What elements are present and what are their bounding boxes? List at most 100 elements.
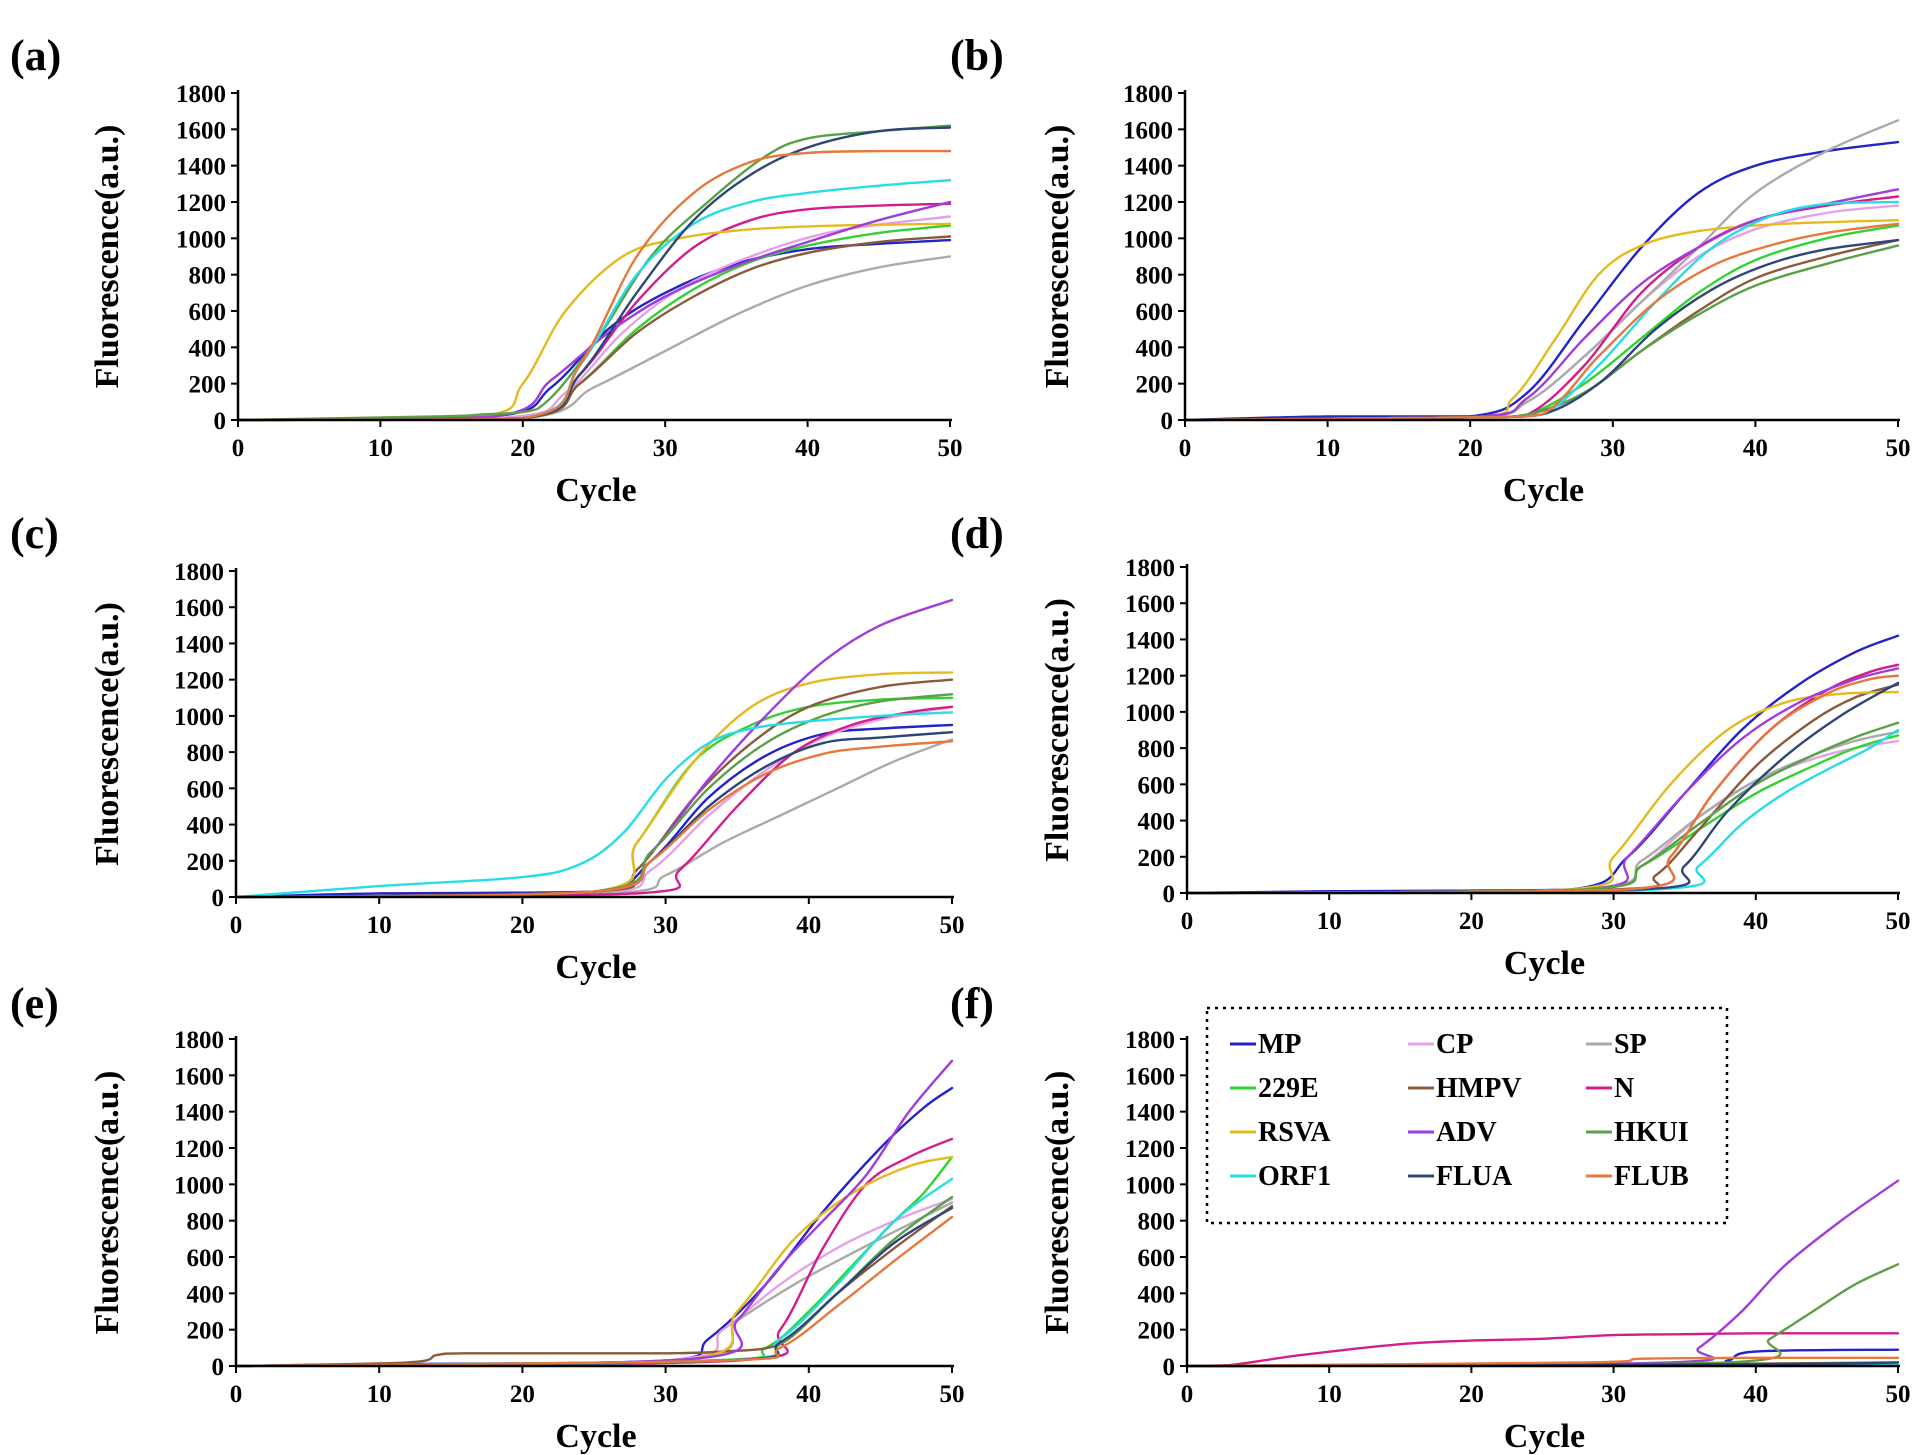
series-lines [234, 1059, 954, 1368]
y-tick-label: 1800 [174, 1027, 224, 1054]
x-tick-label: 20 [510, 912, 535, 939]
y-tick-label: 800 [187, 740, 225, 767]
y-tick-label: 1200 [174, 668, 224, 695]
y-tick-label: 200 [187, 1318, 225, 1345]
x-tick-label: 0 [230, 1381, 243, 1408]
x-tick-label: 40 [796, 912, 821, 939]
series-line-hkui [234, 693, 954, 899]
series-line-adv [1185, 667, 1900, 895]
x-axis-title: Cycle [1504, 1418, 1585, 1455]
panel-label: (e) [10, 979, 59, 1028]
y-tick-label: 1000 [174, 704, 224, 731]
y-tick-label: 1800 [1125, 1027, 1175, 1054]
panel-f: (f) 0 200 400 600 800 1000 1200 1400 1600 1800 0 10 2… [950, 979, 1911, 1455]
x-axis-title: Cycle [555, 1418, 636, 1455]
panel-label: (d) [950, 509, 1004, 558]
legend-item-flua: FLUA [1408, 1161, 1513, 1192]
series-line-orf1 [1185, 728, 1900, 895]
y-tick-label: 1600 [1123, 117, 1173, 144]
x-tick-label: 30 [653, 435, 678, 462]
y-tick-label: 800 [1138, 1209, 1176, 1236]
series-line-hmpv [236, 235, 952, 422]
panel-b: (b) 0 200 400 600 800 1000 1200 1400 1600 1800 0 10 2… [950, 31, 1911, 509]
y-tick-label: 400 [1138, 1281, 1176, 1308]
series-line-rsva [236, 222, 952, 422]
y-tick-label: 200 [189, 372, 227, 399]
y-tick-label: 1800 [1123, 81, 1173, 108]
y-tick-label: 1000 [174, 1172, 224, 1199]
series-line-229e [1185, 734, 1900, 895]
legend-label: SP [1614, 1029, 1647, 1060]
series-line-n [1185, 663, 1900, 895]
legend-box [1205, 1006, 1729, 1225]
series-line-cp [1183, 204, 1900, 422]
x-tick-label: 40 [795, 435, 820, 462]
y-tick-label: 1000 [1125, 1172, 1175, 1199]
x-tick-label: 50 [940, 912, 965, 939]
series-line-hmpv [234, 678, 954, 899]
y-tick-label: 1200 [1123, 190, 1173, 217]
x-tick-label: 0 [1181, 1381, 1194, 1408]
series-line-rsva [1183, 219, 1900, 422]
x-tick-label: 20 [1459, 1381, 1484, 1408]
legend-item-229e: 229E [1230, 1073, 1319, 1104]
legend-label: HKUI [1614, 1117, 1689, 1148]
series-line-hkui [234, 1195, 954, 1368]
x-tick-label: 50 [1886, 435, 1911, 462]
panel-label: (c) [10, 509, 59, 558]
y-tick-label: 800 [189, 263, 227, 290]
panel-c: (c) 0 200 400 600 800 1000 1200 1400 1600 1800 0 10 2… [10, 509, 965, 986]
x-tick-label: 30 [653, 1381, 678, 1408]
series-line-n [234, 705, 954, 899]
y-tick-label: 1400 [174, 1100, 224, 1127]
x-tick-label: 10 [1315, 435, 1340, 462]
series-line-flub [1185, 674, 1900, 895]
y-axis-title: Fluorescence(a.u.) [89, 1071, 126, 1335]
y-tick-label: 200 [187, 849, 225, 876]
y-tick-label: 0 [212, 885, 225, 912]
series-line-flub [234, 1215, 954, 1368]
y-tick-label: 1400 [176, 154, 226, 181]
series-lines [236, 124, 952, 422]
x-tick-label: 30 [1600, 435, 1625, 462]
y-tick-label: 0 [214, 408, 227, 435]
series-line-cp [234, 1197, 954, 1368]
x-tick-label: 10 [368, 435, 393, 462]
panel-label: (a) [10, 31, 61, 80]
x-tick-label: 20 [1459, 908, 1484, 935]
legend-item-hmpv: HMPV [1408, 1073, 1522, 1104]
series-line-hkui [236, 124, 952, 422]
series-line-orf1 [234, 711, 954, 899]
y-tick-label: 200 [1138, 1318, 1176, 1345]
series-line-229e [1183, 224, 1900, 422]
x-tick-label: 0 [1181, 908, 1194, 935]
x-tick-label: 10 [1317, 1381, 1342, 1408]
series-line-sp [234, 1201, 954, 1368]
series-lines [1185, 634, 1900, 895]
y-tick-label: 1800 [176, 81, 226, 108]
y-tick-label: 600 [1136, 299, 1174, 326]
y-tick-label: 800 [187, 1209, 225, 1236]
y-tick-label: 1000 [1125, 700, 1175, 727]
legend-item-sp: SP [1586, 1029, 1647, 1060]
x-axis-title: Cycle [1504, 945, 1585, 982]
x-axis-title: Cycle [555, 472, 636, 509]
y-tick-label: 600 [187, 776, 225, 803]
y-tick-label: 1200 [1125, 1136, 1175, 1163]
y-tick-label: 1400 [1123, 154, 1173, 181]
x-axis-title: Cycle [1503, 472, 1584, 509]
x-tick-label: 40 [1743, 435, 1768, 462]
y-tick-label: 1800 [174, 559, 224, 586]
series-line-flua [236, 126, 952, 422]
x-tick-label: 20 [1458, 435, 1483, 462]
x-tick-label: 30 [653, 912, 678, 939]
legend: MP CP SP 229E HMPV N RSVA ADV HKUI ORF1 FLUA FLUB [1205, 1006, 1729, 1225]
y-tick-label: 200 [1136, 372, 1174, 399]
legend-label: HMPV [1436, 1073, 1522, 1104]
legend-label: ORF1 [1258, 1161, 1331, 1192]
series-line-sp [1183, 119, 1900, 422]
y-axis-title: Fluorescence(a.u.) [89, 125, 126, 389]
panel-label: (f) [950, 979, 994, 1028]
y-axis-title: Fluorescence(a.u.) [1039, 1071, 1076, 1335]
